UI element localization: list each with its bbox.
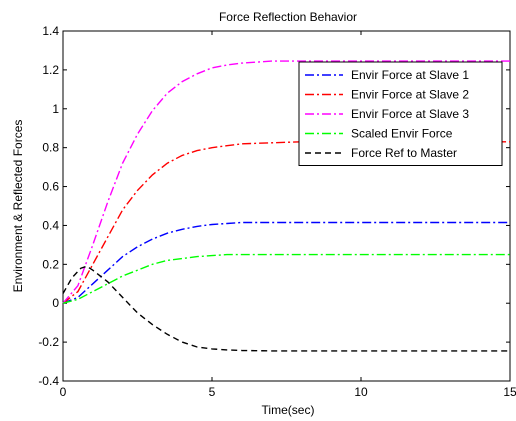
x-tick-label: 10 xyxy=(354,385,368,399)
legend-label: Envir Force at Slave 2 xyxy=(351,88,469,102)
y-axis-label: Environment & Reflected Forces xyxy=(11,120,25,293)
y-tick-label: 0 xyxy=(52,296,59,310)
y-tick-label: 0.6 xyxy=(42,180,59,194)
y-tick-label: 1.4 xyxy=(42,24,59,38)
x-tick-label: 0 xyxy=(60,385,67,399)
legend-label: Envir Force at Slave 1 xyxy=(351,68,469,82)
series-line-3 xyxy=(62,60,510,304)
x-tick-label: 5 xyxy=(209,385,216,399)
y-tick-label: 1 xyxy=(52,102,59,116)
y-tick-label: 0.8 xyxy=(42,141,59,155)
legend-label: Force Ref to Master xyxy=(351,146,457,160)
y-tick-label: -0.2 xyxy=(38,335,59,349)
chart-title: Force Reflection Behavior xyxy=(219,10,357,24)
legend-box xyxy=(298,61,503,166)
series-line-4 xyxy=(62,253,510,304)
y-tick-label: 1.2 xyxy=(42,63,59,77)
legend-label: Scaled Envir Force xyxy=(351,127,453,141)
y-tick-label: 0.2 xyxy=(42,257,59,271)
x-axis-label: Time(sec) xyxy=(262,403,315,417)
plot-area: 0 5 10 15 -0.4 -0.2 0 0.2 0.4 0.6 0.8 1 1.2 1.4 Envir … xyxy=(38,24,516,399)
legend: Envir Force at Slave 1 Envir Force at Sla… xyxy=(298,61,503,166)
x-tick-label: 15 xyxy=(503,385,516,399)
y-tick-label: -0.4 xyxy=(38,374,59,388)
y-tick-label: 0.4 xyxy=(42,218,59,232)
legend-label: Envir Force at Slave 3 xyxy=(351,107,469,121)
series-line-5 xyxy=(62,265,510,352)
